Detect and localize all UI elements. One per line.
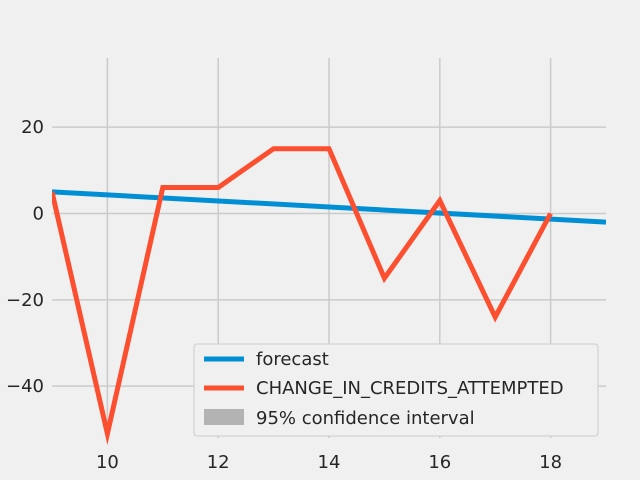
legend-forecast-label: forecast xyxy=(256,349,329,370)
x-tick-label: 10 xyxy=(96,452,119,473)
grid xyxy=(52,58,606,438)
y-axis-ticks: 20 0 −20 −40 xyxy=(6,117,44,397)
x-axis-ticks: 10 12 14 16 18 xyxy=(96,452,562,473)
legend-confidence-swatch xyxy=(204,409,244,425)
legend-box xyxy=(193,343,599,437)
x-tick-label: 18 xyxy=(539,452,562,473)
y-tick-label: 0 xyxy=(33,203,44,224)
y-tick-label: 20 xyxy=(21,117,44,138)
forecast-line xyxy=(52,189,606,225)
y-tick-label: −20 xyxy=(6,290,44,311)
x-tick-label: 14 xyxy=(318,452,341,473)
series-layer xyxy=(52,146,606,445)
legend-credits-label: CHANGE_IN_CREDITS_ATTEMPTED xyxy=(256,378,564,399)
legend-confidence-label: 95% confidence interval xyxy=(256,408,475,429)
x-tick-label: 12 xyxy=(207,452,230,473)
x-tick-label: 16 xyxy=(428,452,451,473)
change-in-credits-line xyxy=(52,146,553,445)
legend: forecast CHANGE_IN_CREDITS_ATTEMPTED 95%… xyxy=(193,343,599,437)
y-tick-label: −40 xyxy=(6,376,44,397)
